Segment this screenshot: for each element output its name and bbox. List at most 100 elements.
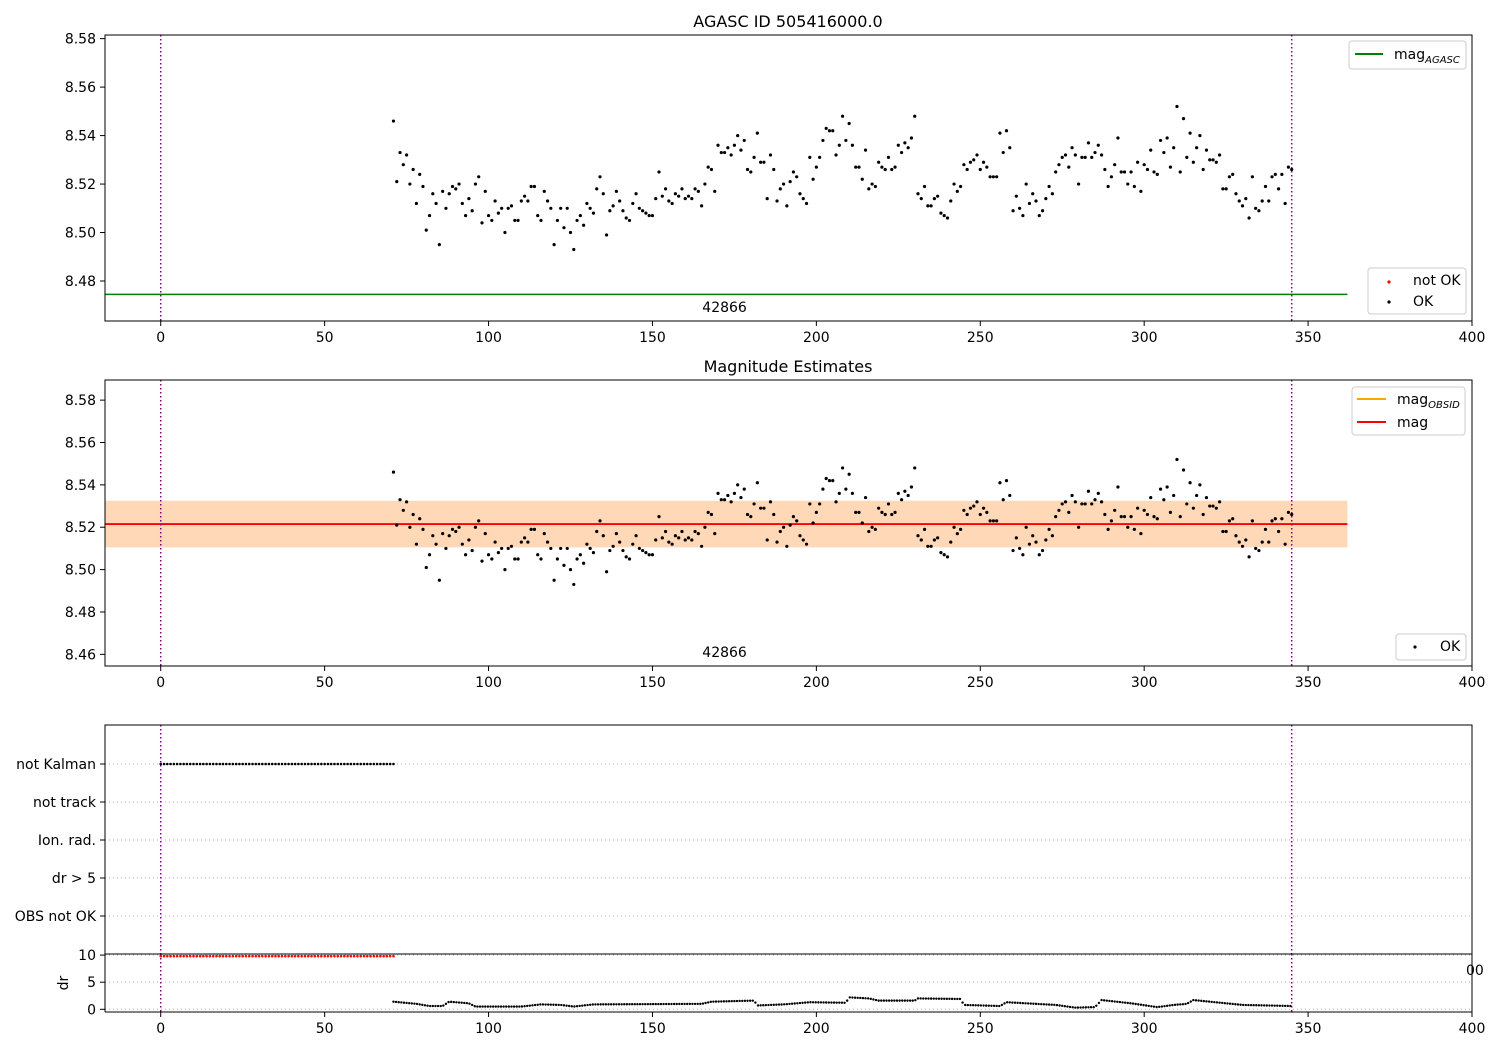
dr-point [916,997,920,1000]
mag-point [1237,199,1241,203]
dr-point [1121,1001,1124,1004]
dr-point [971,1004,975,1007]
dr-point [1045,1003,1048,1006]
dr-point [1029,1002,1032,1005]
mag-estimate-point [762,506,766,510]
mag-estimate-point [880,510,884,515]
dr-point [628,1003,631,1006]
dr-point [1024,1002,1027,1005]
dr-points [159,954,1292,1009]
mag-point [1034,199,1038,203]
dr-point [497,1005,500,1008]
dr-point [408,1001,411,1005]
mag-estimate-point [1021,553,1025,557]
dr-point [686,1002,689,1006]
mag-point [562,226,566,230]
dr-point [845,999,849,1002]
y-tick-label: 8.58 [65,32,96,48]
mag-estimate-point [896,491,900,495]
dr-point [1092,1005,1095,1009]
agasc-panel-points [391,104,1294,252]
dr-point [449,1000,453,1004]
dr-point [887,999,891,1002]
mag-point [729,153,733,157]
dr-rejected-point [179,954,182,958]
mag-point [1142,163,1146,167]
mag-estimate-point [1250,519,1254,523]
dr-point [717,1000,720,1003]
dr-point [567,1004,571,1008]
mag-point [1145,167,1150,172]
mag-estimate-point [1227,519,1232,523]
mag-estimate-point [614,531,618,536]
mag-point [516,218,520,223]
dr-point [646,1002,650,1006]
dr-rejected-point [297,954,300,958]
dr-point [447,1000,450,1004]
dr-point [882,999,886,1002]
dr-point [423,1004,427,1007]
mag-point [608,209,612,213]
mag-point [1050,192,1054,196]
dr-point [455,1001,458,1004]
flag-label: not track [33,795,97,811]
mag-estimate-point [1008,493,1012,498]
dr-point [733,999,736,1003]
mag-point [952,182,956,186]
dr-point [570,1005,574,1008]
mag-estimate-point [1067,510,1071,515]
dr-point [1110,1000,1114,1003]
dr-point [762,1004,765,1007]
mag-point [532,184,537,189]
dr-point [919,997,922,1000]
mag-point [962,163,966,167]
mag-point [486,213,491,218]
x-tick-label: 250 [967,675,994,691]
dr-point [507,1005,511,1008]
dr-rejected-point [359,954,362,958]
dr-point [1215,1001,1219,1004]
dr-point [1236,1003,1240,1006]
dr-point [992,1004,996,1008]
mag-point [890,167,894,172]
dr-rejected-point [215,954,218,958]
flag-point [241,762,244,766]
mag-point [896,143,900,147]
flag-point [323,762,326,766]
dr-point [961,1001,964,1004]
dr-point [1102,999,1106,1002]
dr-rejected-point [274,954,277,958]
mag-point [1214,160,1218,164]
mag-estimate-point [575,557,579,561]
mag-estimate-point [831,479,835,483]
mag-point [742,138,746,143]
mag-estimate-point [477,519,481,523]
mag-point [585,201,589,206]
flag-point [231,762,235,766]
mag-point [696,189,700,193]
mag-estimate-point [1142,508,1146,512]
dr-point [772,1003,775,1007]
dr-point [667,1002,671,1006]
mag-point [808,155,812,159]
mag-point [637,206,641,210]
dr-point [680,1002,684,1006]
dr-point [898,999,901,1002]
flag-point [182,762,185,766]
dr-point [476,1005,479,1008]
x-tick-label: 200 [803,675,830,691]
mag-estimate-point [395,523,399,527]
mag-estimate-point [1126,525,1130,529]
dr-point [827,1001,831,1004]
mag-estimate-point [929,544,933,548]
mag-estimate-point [729,500,733,504]
mag-estimate-point [814,510,818,515]
mag-point [411,167,415,172]
mag-point [401,163,405,167]
dr-point [1218,1001,1221,1004]
dr-point [1068,1005,1072,1009]
dr-point [428,1004,432,1008]
magnitude-panel-lines [105,380,1348,666]
dr-point [790,1002,794,1005]
mag-point [995,175,999,179]
